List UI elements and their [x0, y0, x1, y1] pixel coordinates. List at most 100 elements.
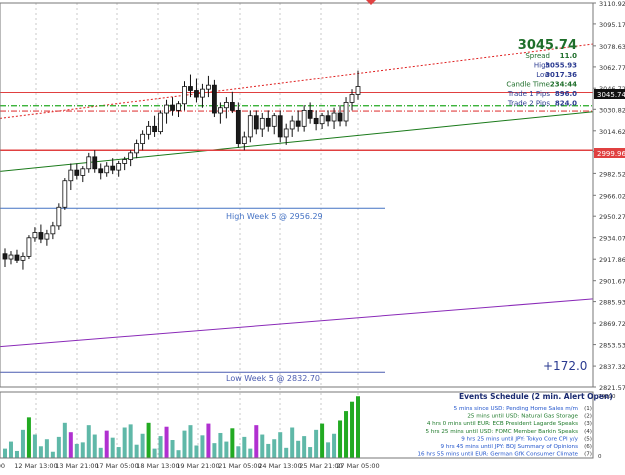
candle[interactable]	[164, 99, 169, 124]
candle[interactable]	[50, 221, 56, 240]
candle[interactable]	[98, 163, 104, 180]
candle[interactable]	[122, 156, 128, 171]
volume-bar	[176, 450, 181, 458]
time-tick-label: 18 Mar 13:00	[136, 462, 179, 470]
candle-body-bear	[229, 102, 235, 111]
candle[interactable]	[343, 97, 349, 127]
candle[interactable]	[158, 110, 163, 135]
volume-bar	[8, 441, 13, 458]
volume-bar	[200, 435, 205, 458]
candle[interactable]	[68, 163, 74, 191]
price-tick-label: 3110.92	[599, 0, 625, 8]
purple-trendline	[0, 298, 594, 348]
candle[interactable]	[62, 178, 68, 210]
info-row-label: Trade 2 Pips	[507, 100, 551, 108]
candle[interactable]	[277, 110, 283, 143]
candle[interactable]	[152, 115, 157, 137]
candle[interactable]	[259, 113, 265, 137]
candle-body-bull	[20, 255, 26, 261]
candle[interactable]	[319, 113, 325, 129]
candle-body-bull	[86, 156, 92, 170]
candle-body-bull	[176, 103, 181, 111]
volume-bar	[110, 437, 115, 458]
volume-bar	[116, 447, 121, 458]
candle[interactable]	[86, 152, 92, 173]
candle[interactable]	[176, 101, 181, 118]
volume-bar	[38, 446, 43, 458]
candle[interactable]	[313, 110, 319, 131]
candle[interactable]	[307, 102, 313, 124]
candle[interactable]	[140, 130, 146, 151]
candle[interactable]	[2, 248, 8, 267]
volume-bar	[350, 401, 355, 458]
candle[interactable]	[247, 110, 253, 143]
price-tick-label: 2821.57	[599, 384, 625, 392]
time-tick-label: 17 Mar 05:00	[95, 462, 138, 470]
candle[interactable]	[349, 89, 355, 111]
event-item: 9 hrs 25 mins until JPY: Tokyo Core CPI …	[461, 436, 578, 442]
volume-bar	[68, 432, 73, 458]
candle[interactable]	[235, 102, 241, 148]
candle[interactable]	[271, 113, 277, 135]
candle[interactable]	[182, 81, 187, 111]
candle[interactable]	[80, 166, 86, 183]
candle[interactable]	[325, 110, 331, 127]
candle[interactable]	[283, 123, 289, 145]
candle[interactable]	[116, 160, 122, 177]
candle[interactable]	[128, 150, 134, 167]
candle[interactable]	[134, 139, 140, 159]
candle-body-bear	[188, 86, 193, 91]
candle[interactable]	[229, 91, 235, 114]
event-item: 16 hrs 55 mins until EUR: German GfK Con…	[417, 452, 578, 458]
candle-body-bull	[158, 112, 163, 133]
candle[interactable]	[146, 121, 151, 140]
event-index: (5)	[584, 436, 592, 442]
candle[interactable]	[14, 249, 20, 264]
volume-bar	[140, 433, 145, 458]
candle[interactable]	[337, 105, 343, 127]
price-tick-label: 3095.17	[599, 21, 625, 29]
candlestick-series[interactable]	[2, 70, 361, 270]
candle[interactable]	[38, 224, 44, 244]
candle[interactable]	[223, 97, 229, 119]
candle[interactable]	[265, 110, 271, 132]
candle[interactable]	[104, 162, 110, 177]
candle[interactable]	[110, 158, 116, 175]
candle[interactable]	[200, 83, 205, 108]
candle[interactable]	[194, 78, 199, 103]
info-row-value: 11.0	[560, 52, 577, 60]
volume-bar	[50, 451, 55, 458]
event-index: (2)	[584, 414, 592, 420]
candle[interactable]	[301, 105, 307, 132]
candle[interactable]	[92, 150, 98, 173]
price-tick-label: 2837.32	[599, 363, 625, 371]
candle-body-bull	[247, 115, 253, 138]
candle[interactable]	[217, 102, 223, 124]
candle[interactable]	[331, 107, 337, 129]
candle[interactable]	[32, 227, 38, 242]
candle[interactable]	[253, 110, 259, 135]
candle-body-bear	[110, 165, 116, 171]
candle[interactable]	[241, 131, 247, 151]
volume-bar	[332, 433, 337, 458]
candle[interactable]	[56, 203, 62, 230]
candle[interactable]	[206, 75, 211, 98]
candle[interactable]	[188, 74, 193, 98]
candle[interactable]	[170, 97, 175, 116]
volume-bar	[26, 417, 31, 458]
candle-body-bull	[200, 88, 205, 98]
candle[interactable]	[26, 235, 32, 260]
candle[interactable]	[212, 79, 217, 118]
price-tick-label: 3014.62	[599, 128, 625, 136]
candle[interactable]	[8, 251, 14, 265]
candle-body-bull	[259, 117, 265, 130]
candle[interactable]	[355, 70, 361, 100]
candle[interactable]	[20, 252, 26, 270]
candle[interactable]	[295, 110, 301, 132]
event-index: (1)	[584, 406, 592, 412]
candle[interactable]	[44, 229, 50, 246]
candle[interactable]	[74, 163, 80, 180]
candle[interactable]	[289, 115, 295, 137]
candle-body-bull	[331, 112, 337, 122]
